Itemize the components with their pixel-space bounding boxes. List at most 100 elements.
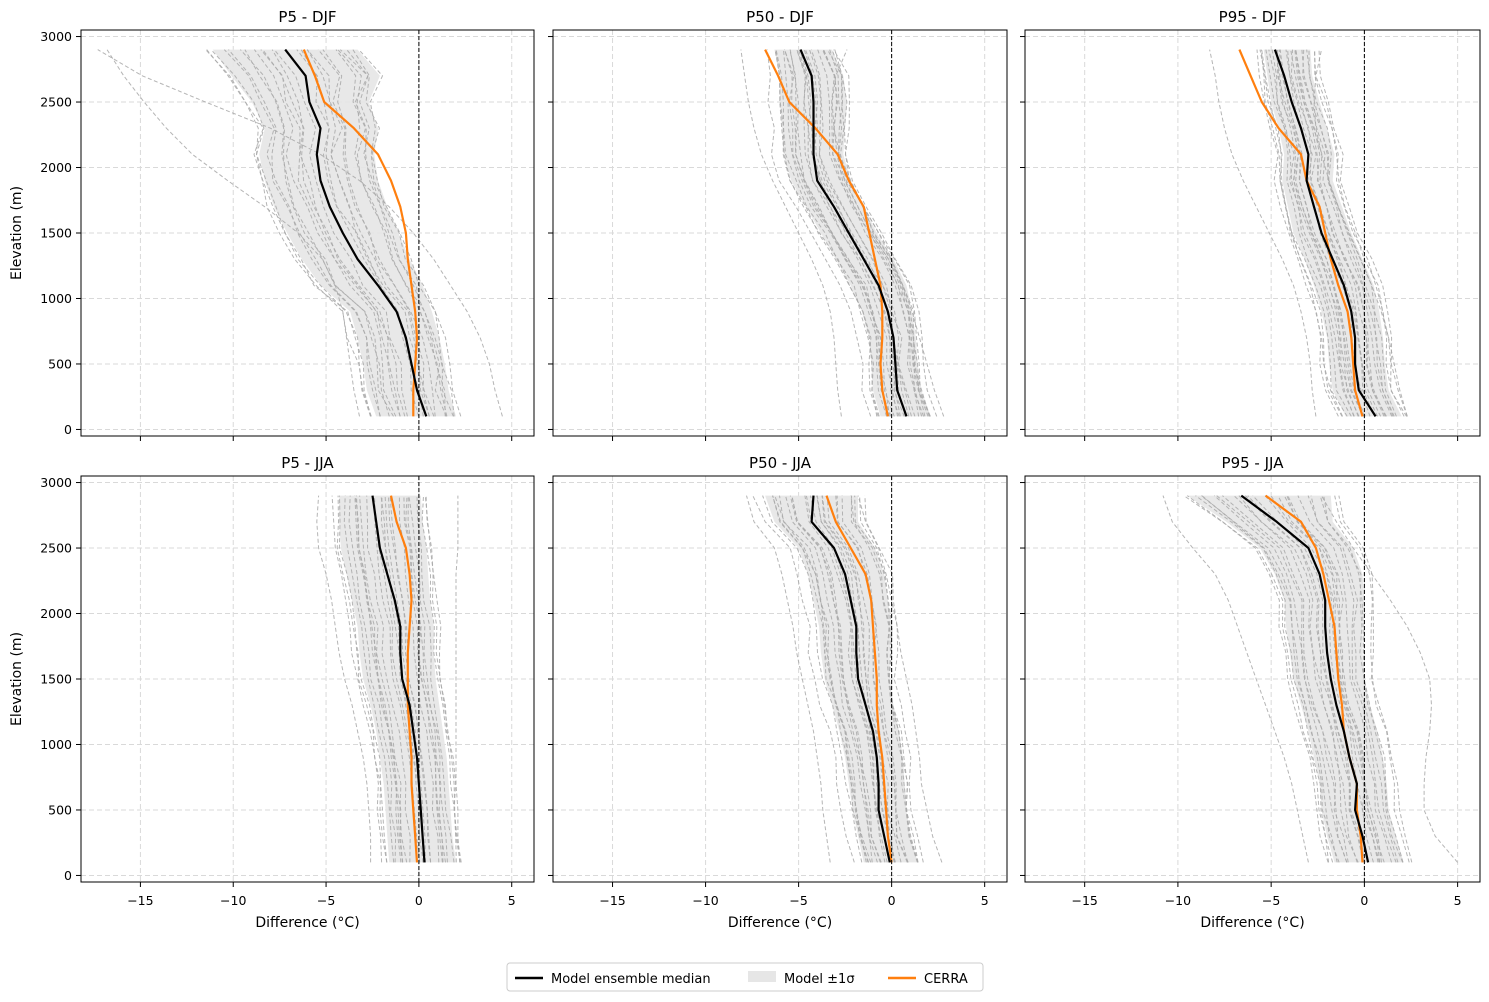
x-axis-label: Difference (°C) — [728, 915, 832, 931]
member-line — [772, 495, 870, 863]
member-line — [1256, 49, 1339, 417]
panel-title: P50 - DJF — [746, 8, 814, 26]
member-line — [1294, 49, 1387, 417]
y-axis-label: Elevation (m) — [9, 186, 25, 280]
y-axis-label: Elevation (m) — [9, 632, 25, 726]
member-line — [835, 495, 909, 863]
panel-5: −15 −10 −5 0 5 P50 - JJA Difference (°C) — [548, 454, 1008, 931]
sigma-band — [1263, 49, 1402, 417]
x-tick-label: −15 — [599, 893, 625, 908]
member-line — [810, 49, 916, 417]
y-tick-label: 0 — [64, 868, 72, 883]
member-line — [784, 49, 892, 417]
member-line — [366, 495, 411, 863]
member-line — [317, 49, 430, 417]
x-tick-label: 5 — [508, 893, 516, 908]
x-tick-label: 5 — [1454, 893, 1462, 908]
legend: Model ensemble median Model ±1σ CERRA — [506, 962, 984, 992]
cerra-line — [302, 49, 419, 417]
sigma-band — [339, 495, 456, 863]
y-tick-label: 1500 — [40, 672, 72, 687]
cerra-line — [825, 495, 893, 863]
member-line — [829, 49, 929, 417]
cerra-line — [1264, 494, 1364, 863]
member-line — [1310, 495, 1397, 863]
member-line — [455, 495, 461, 863]
legend-label: CERRA — [924, 972, 968, 987]
member-line — [322, 49, 436, 417]
member-line — [1285, 49, 1371, 417]
x-tick-label: −15 — [127, 893, 153, 908]
member-line — [1278, 49, 1366, 417]
x-tick-label: −5 — [789, 893, 807, 908]
median-line — [1240, 494, 1370, 863]
member-line — [796, 49, 900, 417]
member-line — [1313, 49, 1408, 417]
member-line — [791, 495, 881, 863]
member-line — [796, 49, 899, 417]
x-tick-label: −5 — [317, 893, 335, 908]
member-line — [300, 49, 424, 417]
member-line — [762, 495, 863, 863]
x-tick-label: 0 — [1360, 893, 1368, 908]
member-line — [210, 49, 371, 417]
legend-item: Model ensemble median — [515, 972, 711, 987]
member-line — [831, 49, 931, 417]
plot-area — [746, 495, 943, 863]
panel-2: P50 - DJF — [548, 8, 1008, 441]
member-line — [205, 49, 372, 417]
median-line — [810, 495, 891, 863]
y-tick-label: 500 — [48, 356, 72, 371]
legend-label: Model ±1σ — [784, 972, 855, 987]
member-line — [1213, 495, 1348, 863]
member-line — [1245, 495, 1364, 863]
member-line — [805, 495, 888, 863]
median-line — [799, 49, 908, 417]
member-line — [316, 495, 372, 863]
member-line — [1271, 49, 1355, 417]
y-tick-label: 3000 — [40, 475, 72, 490]
member-line — [821, 49, 926, 417]
panel-6: −15 −10 −5 0 5 P95 - JJA Difference (°C) — [1020, 454, 1481, 931]
member-line — [271, 49, 401, 417]
sigma-band — [765, 495, 918, 863]
member-line — [262, 49, 406, 417]
member-line — [1209, 49, 1317, 417]
member-line — [774, 49, 879, 417]
member-line — [1295, 49, 1386, 417]
member-line — [1233, 495, 1359, 863]
y-tick-label: 0 — [64, 422, 72, 437]
member-line — [841, 495, 909, 863]
member-line — [1268, 49, 1355, 417]
member-line — [804, 495, 886, 863]
member-line — [1287, 495, 1382, 863]
member-line — [1275, 49, 1359, 417]
member-line — [809, 49, 912, 417]
member-line — [822, 49, 923, 417]
member-line — [817, 49, 920, 417]
member-line — [1260, 49, 1344, 417]
member-line — [1252, 495, 1365, 863]
legend-swatch-patch — [748, 971, 776, 982]
member-line — [408, 495, 448, 863]
panel-title: P95 - JJA — [1222, 454, 1285, 472]
member-line — [766, 49, 872, 417]
member-line — [1334, 495, 1410, 863]
panel-1: 0 500 1000 1500 2000 2500 3000 P5 - DJF Elevatio… — [9, 8, 535, 441]
panel-title: P50 - JJA — [749, 454, 812, 472]
member-line — [746, 495, 831, 863]
member-line — [1200, 495, 1340, 863]
member-line — [774, 495, 867, 863]
member-line — [244, 49, 390, 417]
member-line — [752, 495, 855, 863]
member-line — [346, 49, 454, 417]
member-line — [821, 495, 896, 863]
member-line — [355, 495, 403, 863]
member-line — [1306, 49, 1395, 417]
median-line — [371, 495, 426, 863]
member-line — [343, 495, 395, 863]
member-line — [1247, 495, 1366, 863]
member-line — [407, 495, 446, 863]
member-line — [1276, 49, 1364, 417]
